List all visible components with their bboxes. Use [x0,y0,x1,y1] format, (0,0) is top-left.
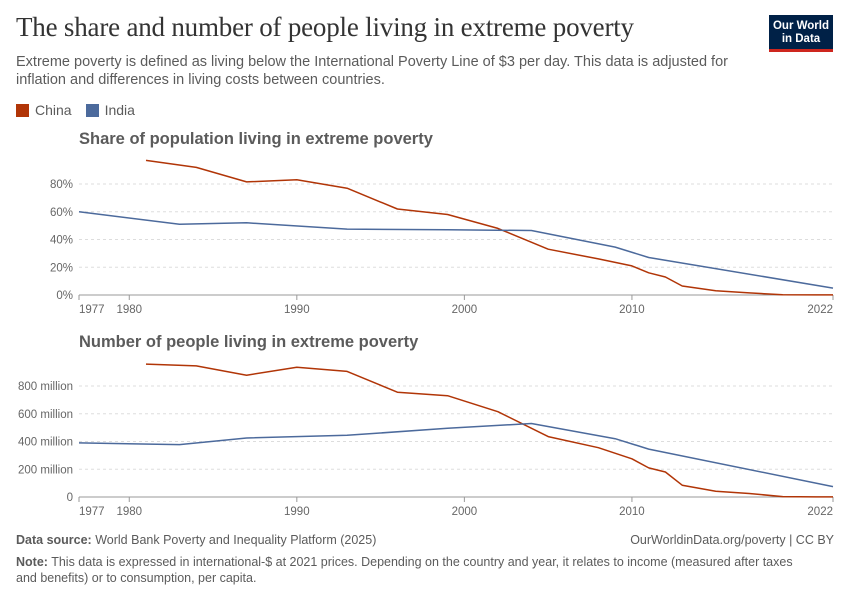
series-line-china [145,363,833,498]
x-tick-label: 2010 [619,506,645,518]
legend-label-india: India [104,102,135,118]
y-tick-label: 0% [56,290,73,302]
x-tick-label: 1977 [79,304,105,316]
y-tick-label: 400 million [18,437,73,449]
data-source: Data source: World Bank Poverty and Ineq… [16,533,376,547]
y-tick-label: 200 million [18,464,73,476]
x-tick-label: 1977 [79,506,105,518]
x-tick-label: 1980 [116,304,142,316]
data-source-label: Data source: [16,533,92,547]
legend-swatch-china [16,103,29,117]
page-subtitle: Extreme poverty is defined as living bel… [16,54,728,88]
x-tick-label: 2000 [452,304,478,316]
note-label: Note: [16,555,48,569]
logo-line-1: Our World [772,20,829,32]
x-tick-label: 2010 [619,304,645,316]
data-source-text[interactable]: World Bank Poverty and Inequality Platfo… [95,533,377,547]
x-tick-label: 2000 [452,506,478,518]
chart-title-share: Share of population living in extreme po… [79,130,433,148]
y-tick-label: 40% [50,235,73,247]
owid-logo[interactable]: Our World in Data [769,15,833,52]
source-url[interactable]: OurWorldinData.org/poverty | CC BY [630,533,834,547]
note-text: This data is expressed in international-… [16,555,793,585]
y-tick-label: 60% [50,207,73,219]
legend-swatch-india [85,103,99,117]
x-tick-label: 2022 [807,506,833,518]
logo-line-2: in Data [781,33,821,45]
legend: China India [16,102,149,118]
x-tick-label: 1990 [284,506,310,518]
legend-item-china[interactable]: China [16,102,72,118]
chart-title-number: Number of people living in extreme pover… [79,333,419,351]
series-line-india [78,422,834,488]
y-tick-label: 80% [50,179,73,191]
x-tick-label: 2022 [807,304,833,316]
series-line-india [78,211,834,289]
page-title: The share and number of people living in… [16,12,634,42]
series-line-china [145,159,833,296]
y-tick-label: 600 million [18,409,73,421]
x-tick-label: 1980 [116,506,142,518]
y-tick-label: 0 [67,492,73,504]
x-tick-label: 1990 [284,304,310,316]
legend-item-india[interactable]: India [85,102,135,118]
footer-note: Note: This data is expressed in internat… [16,554,816,586]
legend-label-china: China [35,102,72,118]
y-tick-label: 20% [50,262,73,274]
y-tick-label: 800 million [18,381,73,393]
